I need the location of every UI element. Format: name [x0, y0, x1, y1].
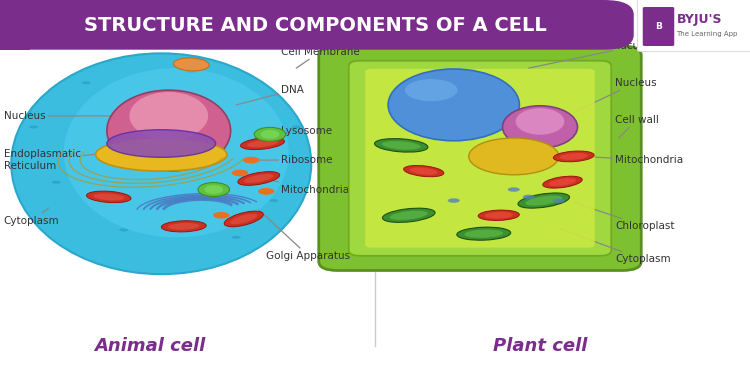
Text: Plant cell: Plant cell	[493, 337, 587, 355]
Text: BYJU'S: BYJU'S	[676, 13, 722, 26]
Ellipse shape	[241, 138, 284, 149]
Ellipse shape	[388, 69, 519, 141]
Text: Mitochondria: Mitochondria	[262, 178, 350, 195]
Text: Vacuole: Vacuole	[529, 41, 656, 68]
Ellipse shape	[269, 199, 278, 202]
Text: Mitochondria: Mitochondria	[581, 155, 683, 165]
Ellipse shape	[64, 68, 289, 237]
FancyBboxPatch shape	[349, 61, 611, 256]
Ellipse shape	[52, 181, 61, 184]
Ellipse shape	[405, 79, 457, 101]
Text: Animal cell: Animal cell	[94, 337, 206, 355]
Ellipse shape	[129, 92, 208, 140]
Ellipse shape	[230, 214, 257, 224]
Ellipse shape	[258, 188, 274, 195]
Ellipse shape	[554, 151, 594, 162]
Text: Nucleus: Nucleus	[574, 78, 657, 112]
Ellipse shape	[464, 230, 503, 238]
Text: Cytoplasm: Cytoplasm	[559, 228, 670, 265]
Ellipse shape	[292, 125, 301, 128]
Text: DNA: DNA	[236, 85, 304, 105]
Ellipse shape	[518, 193, 569, 208]
Text: Cell Membrane: Cell Membrane	[281, 46, 360, 68]
Text: Ribosome: Ribosome	[251, 155, 333, 165]
Ellipse shape	[232, 236, 241, 239]
Ellipse shape	[238, 171, 280, 185]
Text: Nucleus: Nucleus	[4, 111, 131, 121]
Ellipse shape	[106, 90, 231, 171]
Text: Golgi Apparatus: Golgi Apparatus	[259, 210, 350, 261]
Ellipse shape	[382, 141, 421, 150]
Ellipse shape	[560, 153, 588, 160]
Text: Cytoplasm: Cytoplasm	[4, 208, 59, 226]
Ellipse shape	[161, 221, 206, 232]
Text: Lysosome: Lysosome	[270, 125, 332, 136]
Ellipse shape	[508, 187, 520, 192]
Ellipse shape	[390, 210, 427, 220]
FancyBboxPatch shape	[0, 0, 634, 50]
FancyBboxPatch shape	[638, 0, 750, 52]
Ellipse shape	[549, 178, 576, 186]
Ellipse shape	[86, 191, 131, 203]
Ellipse shape	[106, 130, 216, 157]
Ellipse shape	[29, 125, 38, 128]
Ellipse shape	[525, 195, 562, 206]
Text: Chloroplast: Chloroplast	[574, 202, 674, 231]
Ellipse shape	[374, 139, 428, 152]
Ellipse shape	[543, 176, 582, 188]
Ellipse shape	[224, 211, 263, 227]
Ellipse shape	[243, 157, 260, 163]
Text: B: B	[655, 22, 662, 31]
Ellipse shape	[478, 210, 519, 220]
Ellipse shape	[11, 53, 311, 274]
FancyBboxPatch shape	[319, 46, 641, 270]
Ellipse shape	[173, 58, 209, 71]
Ellipse shape	[516, 108, 564, 135]
FancyBboxPatch shape	[643, 7, 674, 46]
Bar	[0, 0, 30, 50]
Ellipse shape	[523, 195, 535, 199]
Ellipse shape	[187, 70, 196, 73]
Text: The Learning App: The Learning App	[676, 31, 738, 37]
Ellipse shape	[457, 227, 511, 240]
Ellipse shape	[213, 212, 230, 219]
Ellipse shape	[448, 198, 460, 203]
FancyBboxPatch shape	[365, 69, 595, 248]
Ellipse shape	[82, 81, 91, 84]
Ellipse shape	[469, 138, 559, 175]
Text: Endoplasmatic
Reticulum: Endoplasmatic Reticulum	[4, 149, 109, 171]
Ellipse shape	[254, 127, 286, 141]
Ellipse shape	[244, 174, 273, 183]
Ellipse shape	[93, 193, 124, 201]
Ellipse shape	[198, 183, 230, 197]
Ellipse shape	[96, 138, 226, 171]
Ellipse shape	[404, 166, 444, 177]
Text: STRUCTURE AND COMPONENTS OF A CELL: STRUCTURE AND COMPONENTS OF A CELL	[84, 15, 546, 35]
Ellipse shape	[119, 229, 128, 231]
Ellipse shape	[168, 223, 200, 230]
Ellipse shape	[410, 167, 437, 175]
Ellipse shape	[553, 198, 565, 203]
Text: Cell wall: Cell wall	[615, 114, 658, 138]
Ellipse shape	[232, 170, 248, 176]
Ellipse shape	[261, 130, 279, 139]
Ellipse shape	[503, 106, 578, 148]
Ellipse shape	[484, 212, 513, 219]
Ellipse shape	[382, 208, 435, 222]
Ellipse shape	[204, 185, 224, 194]
Ellipse shape	[248, 140, 278, 147]
